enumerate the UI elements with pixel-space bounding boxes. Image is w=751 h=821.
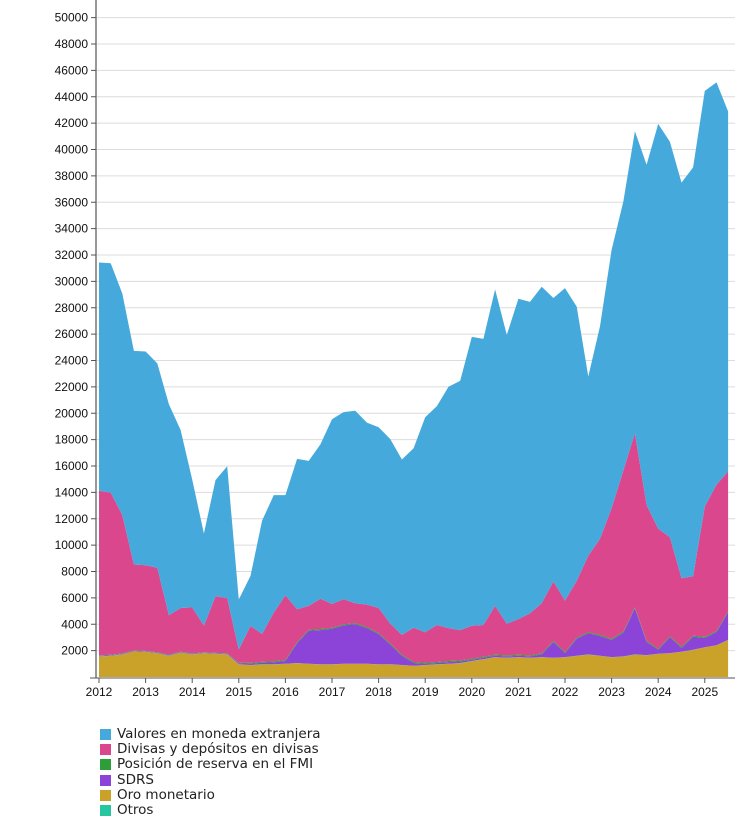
- legend-swatch-sdrs: [100, 774, 111, 786]
- legend-item-otros[interactable]: Otros: [100, 801, 321, 818]
- xtick-label: 2020: [458, 685, 485, 699]
- ytick-label: 34000: [55, 222, 89, 236]
- ytick-label: 2000: [61, 644, 88, 658]
- y-axis-ticks: 2000 4000 6000 8000 10000 12000 14000 16000 1800…: [55, 11, 96, 658]
- xtick-label: 2018: [365, 685, 392, 699]
- legend-item-oro[interactable]: Oro monetario: [100, 786, 321, 803]
- legend-swatch-valores: [100, 729, 111, 741]
- legend-swatch-oro: [100, 789, 111, 801]
- xtick-label: 2024: [645, 685, 672, 699]
- ytick-label: 4000: [61, 617, 88, 631]
- xtick-label: 2021: [505, 685, 532, 699]
- legend-swatch-fmi: [100, 759, 111, 771]
- legend-label-divisas: Divisas y depósitos en divisas: [117, 741, 319, 758]
- legend-item-sdrs[interactable]: SDRS: [100, 771, 321, 788]
- ytick-label: 28000: [55, 301, 89, 315]
- ytick-label: 20000: [55, 406, 89, 420]
- legend-item-divisas[interactable]: Divisas y depósitos en divisas: [100, 741, 321, 758]
- xtick-label: 2025: [691, 685, 718, 699]
- ytick-label: 42000: [55, 116, 89, 130]
- legend-swatch-otros: [100, 805, 111, 817]
- ytick-label: 18000: [55, 433, 89, 447]
- ytick-label: 36000: [55, 195, 89, 209]
- ytick-label: 8000: [61, 565, 88, 579]
- area-divisas-y-depósitos-en-divisas: [99, 433, 729, 663]
- xtick-label: 2015: [225, 685, 252, 699]
- ytick-label: 16000: [55, 459, 89, 473]
- legend-label-fmi: Posición de reserva en el FMI: [117, 756, 314, 773]
- ytick-label: 12000: [55, 512, 89, 526]
- axes: [90, 0, 735, 679]
- legend-item-valores[interactable]: Valores en moneda extranjera: [100, 726, 321, 742]
- xtick-label: 2019: [412, 685, 439, 699]
- ytick-label: 46000: [55, 63, 89, 77]
- legend-item-fmi[interactable]: Posición de reserva en el FMI: [100, 757, 321, 772]
- ytick-label: 24000: [55, 354, 89, 368]
- ytick-label: 10000: [55, 538, 89, 552]
- ytick-label: 26000: [55, 327, 89, 341]
- area-valores-en-moneda-extranjera: [99, 82, 729, 650]
- xtick-label: 2023: [598, 685, 625, 699]
- area-layer: [99, 82, 729, 677]
- legend-label-oro: Oro monetario: [117, 786, 215, 803]
- xtick-label: 2012: [86, 685, 113, 699]
- x-axis-ticks: 2012 2013 2014 2015 2016 2017 2018 2019 2020 2021…: [86, 678, 718, 699]
- ytick-label: 38000: [55, 169, 89, 183]
- ytick-label: 50000: [55, 11, 89, 25]
- ytick-label: 22000: [55, 380, 89, 394]
- ytick-label: 40000: [55, 143, 89, 157]
- ytick-label: 48000: [55, 37, 89, 51]
- xtick-label: 2014: [179, 685, 206, 699]
- ytick-label: 14000: [55, 485, 89, 499]
- ytick-label: 44000: [55, 90, 89, 104]
- ytick-label: 32000: [55, 248, 89, 262]
- legend-label-valores: Valores en moneda extranjera: [117, 726, 321, 742]
- area-oro-monetario: [99, 640, 729, 677]
- ytick-label: 6000: [61, 591, 88, 605]
- legend-label-otros: Otros: [117, 801, 154, 818]
- legend-swatch-divisas: [100, 744, 111, 756]
- legend-label-sdrs: SDRS: [117, 771, 154, 788]
- xtick-label: 2022: [552, 685, 579, 699]
- xtick-label: 2016: [272, 685, 299, 699]
- ytick-label: 30000: [55, 274, 89, 288]
- xtick-label: 2017: [319, 685, 346, 699]
- xtick-label: 2013: [132, 685, 159, 699]
- stacked-area-chart: 2000 4000 6000 8000 10000 12000 14000 16000 1800…: [55, 0, 735, 699]
- legend: Valores en moneda extranjera Divisas y d…: [100, 726, 321, 818]
- area-sdrs: [99, 608, 729, 666]
